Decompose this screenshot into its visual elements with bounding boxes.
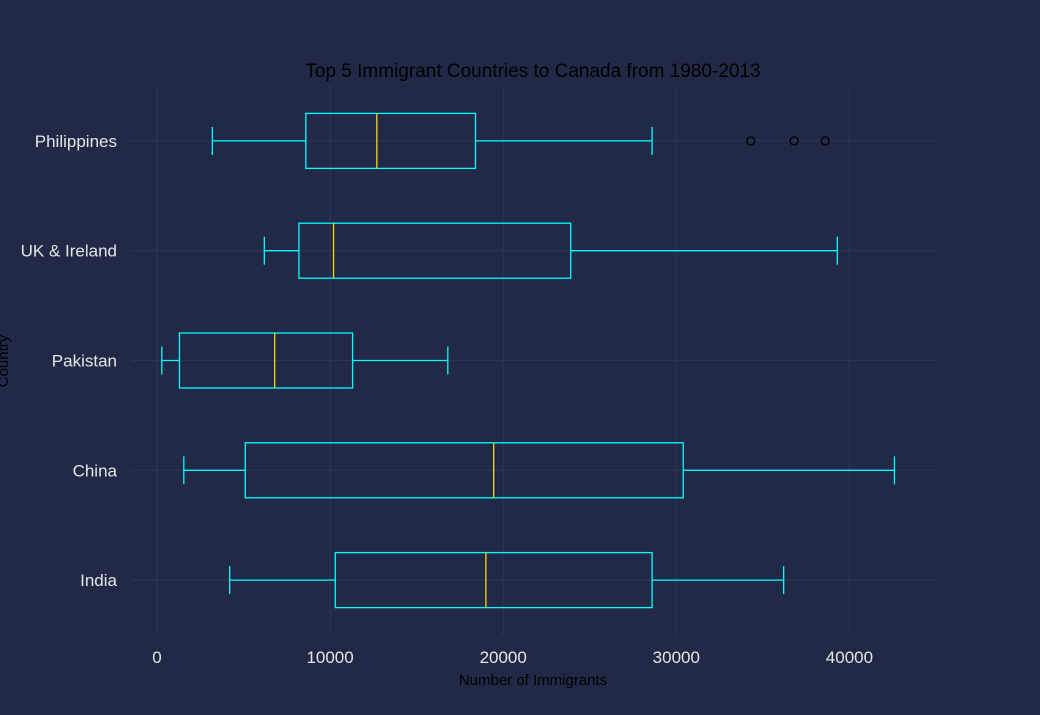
box-iqr bbox=[178, 332, 354, 389]
outlier-point bbox=[789, 136, 799, 146]
y-tick-label: UK & Ireland bbox=[21, 242, 117, 261]
box-uk-ireland bbox=[263, 222, 838, 279]
x-tick-label: 40000 bbox=[826, 648, 873, 667]
outlier-point bbox=[746, 136, 756, 146]
x-tick-label: 0 bbox=[152, 648, 161, 667]
y-axis-label: Country bbox=[0, 334, 12, 387]
box-iqr bbox=[334, 551, 653, 609]
y-tick-label: Pakistan bbox=[52, 352, 117, 371]
x-tick-label: 10000 bbox=[306, 648, 353, 667]
y-tick-label: India bbox=[80, 571, 117, 590]
x-axis-label: Number of Immigrants bbox=[459, 672, 607, 689]
box-pakistan bbox=[161, 332, 449, 389]
box-iqr bbox=[244, 442, 684, 499]
x-tick-label: 20000 bbox=[480, 648, 527, 667]
y-tick-label: Philippines bbox=[35, 132, 117, 151]
chart-title: Top 5 Immigrant Countries to Canada from… bbox=[305, 61, 760, 82]
y-tick-label: China bbox=[73, 461, 118, 480]
box-iqr bbox=[298, 222, 572, 279]
ticks: 0 10000 20000 30000 40000 India China Pakistan U… bbox=[21, 132, 873, 667]
outlier-point bbox=[820, 136, 830, 146]
box-china bbox=[183, 442, 896, 499]
box-iqr bbox=[305, 112, 477, 170]
boxes bbox=[161, 112, 896, 609]
box-india bbox=[229, 551, 785, 609]
x-tick-label: 30000 bbox=[653, 648, 700, 667]
box-philippines bbox=[211, 112, 830, 170]
